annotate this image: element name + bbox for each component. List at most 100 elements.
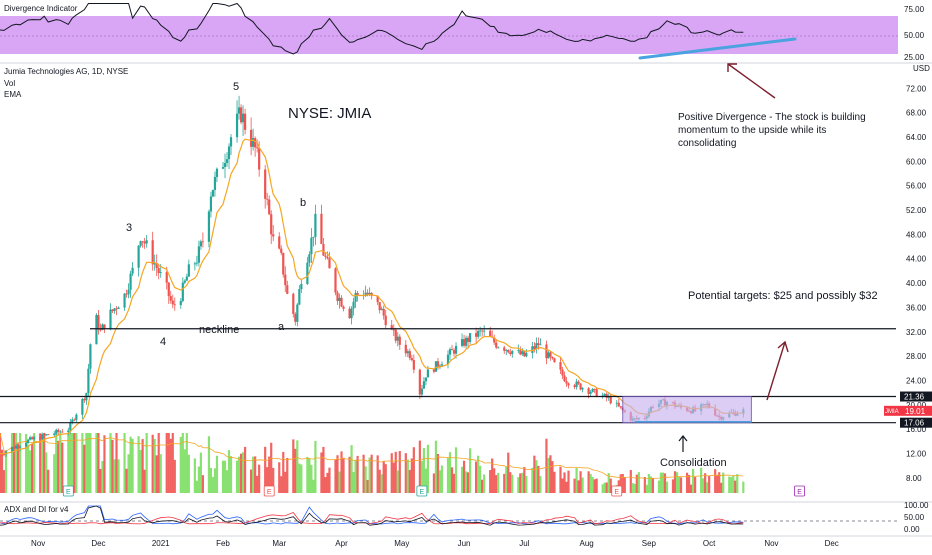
divergence-note-line3: consolidating xyxy=(678,138,736,149)
candle-body xyxy=(115,308,118,310)
divergence-note-line1: Positive Divergence - The stock is build… xyxy=(678,112,866,123)
volume-bar xyxy=(169,438,172,493)
earnings-marker[interactable] xyxy=(263,485,275,497)
svg-text:17.06: 17.06 xyxy=(904,419,925,428)
volume-bar xyxy=(468,448,472,493)
earnings-marker[interactable] xyxy=(62,485,74,497)
volume-bar xyxy=(579,471,582,493)
candle-body xyxy=(380,308,383,311)
candle-body xyxy=(404,344,407,354)
volume-bar xyxy=(651,478,655,493)
volume-bar xyxy=(258,464,261,493)
last-price-badge: JMIA 19.01 xyxy=(884,405,932,416)
volume-bar xyxy=(153,438,156,493)
candle-body xyxy=(61,431,64,433)
volume-bar xyxy=(352,472,355,493)
volume-bar xyxy=(623,477,626,493)
volume-bar xyxy=(131,438,134,493)
candle-body xyxy=(125,293,128,295)
volume-bar xyxy=(706,482,709,493)
volume-bar xyxy=(382,460,385,493)
candle-body xyxy=(342,306,345,309)
price-axis-tick: 40.00 xyxy=(906,279,927,288)
volume-bars xyxy=(0,433,745,493)
volume-bar xyxy=(545,438,548,493)
time-axis-label: Jun xyxy=(458,539,471,548)
volume-bar xyxy=(227,450,231,493)
volume-bar xyxy=(673,471,677,493)
candle-body xyxy=(165,272,168,283)
candle-body xyxy=(75,414,78,420)
candle-body xyxy=(533,346,536,349)
candle-body xyxy=(278,236,281,249)
candle-body xyxy=(475,333,478,337)
candle-body xyxy=(18,446,22,448)
candle-body xyxy=(382,308,385,316)
volume-bar xyxy=(559,466,562,493)
earnings-marker[interactable] xyxy=(611,485,623,497)
volume-bar xyxy=(145,433,148,493)
candle-body xyxy=(422,381,425,389)
volume-bar xyxy=(10,433,14,493)
volume-bar xyxy=(195,480,198,493)
volume-bar xyxy=(454,447,458,493)
candle-body xyxy=(378,302,381,311)
volume-bar xyxy=(167,433,170,493)
earnings-marker[interactable] xyxy=(416,485,428,497)
candle-body xyxy=(207,211,211,242)
candle-body xyxy=(237,107,241,114)
volume-bar xyxy=(81,433,84,493)
candle-body xyxy=(595,389,598,397)
volume-bar xyxy=(398,451,401,493)
volume-bar xyxy=(591,477,594,493)
volume-bar xyxy=(235,460,239,493)
price-axis: 72.00 68.00 64.00 60.00 56.00 52.00 48.00 44.00… xyxy=(906,84,927,482)
candle-body xyxy=(292,293,295,314)
time-axis-label: Feb xyxy=(216,539,230,548)
time-axis-label: Dec xyxy=(91,539,105,548)
volume-bar xyxy=(320,452,323,493)
candle-body xyxy=(183,280,186,283)
candle-body xyxy=(336,292,339,301)
volume-bar xyxy=(85,433,88,493)
candle-body xyxy=(539,344,542,346)
candle-body xyxy=(55,429,58,434)
volume-bar xyxy=(103,435,106,493)
volume-bar xyxy=(280,476,283,493)
candle-body xyxy=(227,146,231,160)
time-axis-label: Apr xyxy=(335,539,348,548)
volume-bar xyxy=(243,446,247,493)
candle-body xyxy=(509,352,512,355)
volume-bar xyxy=(292,439,295,493)
volume-bar xyxy=(565,481,568,493)
volume-bar xyxy=(197,466,200,493)
earnings-marker[interactable] xyxy=(794,485,805,497)
volume-bar xyxy=(406,459,409,493)
volume-bar xyxy=(422,448,425,493)
volume-bar xyxy=(368,457,371,493)
candle-body xyxy=(420,388,423,395)
volume-bar xyxy=(157,433,160,493)
ticker-title: NYSE: JMIA xyxy=(288,105,371,122)
volume-bar xyxy=(511,474,514,493)
volume-bar xyxy=(577,480,580,493)
volume-bar xyxy=(370,454,373,493)
candle-body xyxy=(537,343,540,346)
volume-bar xyxy=(589,473,592,493)
volume-bar xyxy=(603,482,606,493)
time-axis-label: Nov xyxy=(764,539,778,548)
volume-bar xyxy=(679,477,683,493)
volume-bar xyxy=(33,433,36,493)
candle-body xyxy=(396,336,399,341)
candle-body xyxy=(53,433,56,435)
volume-bar xyxy=(505,466,508,493)
volume-bar xyxy=(412,447,415,493)
volume-bar xyxy=(39,433,42,493)
volume-bar xyxy=(312,479,315,493)
volume-bar xyxy=(73,433,76,493)
volume-bar xyxy=(354,459,357,493)
price-axis-tick: 24.00 xyxy=(906,376,927,385)
volume-bar xyxy=(256,475,259,493)
